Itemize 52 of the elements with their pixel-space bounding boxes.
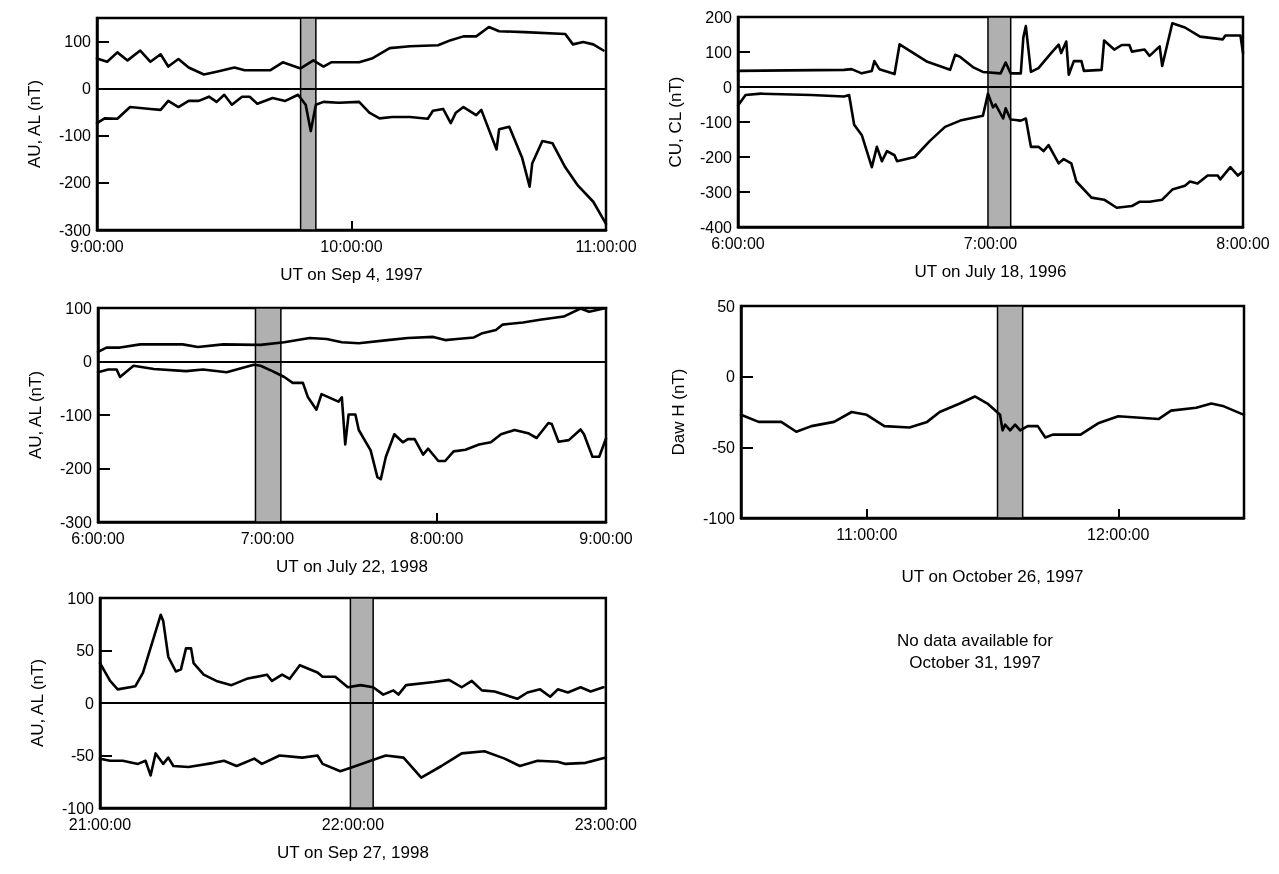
- y-tick-label: -400: [699, 218, 733, 236]
- y-tick-label: -200: [699, 148, 733, 166]
- y-tick-label: -300: [59, 513, 93, 531]
- y-tick-label: 0: [82, 80, 92, 98]
- x-tick-label: 8:00:00: [1216, 234, 1270, 252]
- y-tick-label: 0: [723, 78, 733, 96]
- y-axis-title: CU, CL (nT): [666, 76, 685, 168]
- x-tick-label: 10:00:00: [320, 237, 383, 255]
- x-axis-title: UT on Sep 27, 1998: [277, 843, 429, 862]
- x-tick-label: 21:00:00: [68, 815, 132, 833]
- y-tick-label: 0: [85, 694, 95, 712]
- x-axis-title: UT on October 26, 1997: [901, 567, 1084, 586]
- y-tick-label: -100: [58, 127, 92, 145]
- y-axis-title: AU, AL (nT): [28, 658, 47, 748]
- x-axis-title: UT on Sep 4, 1997: [280, 265, 423, 284]
- y-tick-label: -200: [58, 174, 92, 192]
- y-tick-label: 100: [67, 589, 95, 607]
- x-tick-label: 23:00:00: [574, 815, 638, 833]
- x-tick-label: 9:00:00: [579, 529, 633, 547]
- x-tick-label: 11:00:00: [836, 525, 898, 543]
- y-tick-label: -100: [59, 406, 93, 424]
- x-tick-label: 9:00:00: [70, 237, 124, 255]
- y-tick-label: 100: [65, 299, 93, 317]
- y-tick-label: -300: [699, 183, 733, 201]
- x-tick-label: 6:00:00: [711, 234, 765, 252]
- y-tick-label: -100: [699, 113, 733, 131]
- y-tick-label: 100: [64, 33, 92, 51]
- y-tick-label: 50: [717, 297, 736, 315]
- x-tick-label: 12:00:00: [1087, 525, 1150, 543]
- y-tick-label: -100: [702, 509, 736, 527]
- text: No data available for October 31, 1997: [896, 630, 1054, 674]
- y-axis-title: AU, AL (nT): [25, 79, 44, 169]
- y-tick-label: -50: [70, 747, 95, 764]
- y-tick-label: -300: [58, 221, 92, 239]
- y-tick-label: -200: [59, 460, 93, 477]
- x-tick-label: 7:00:00: [240, 529, 295, 547]
- x-tick-label: 6:00:00: [71, 529, 125, 547]
- x-axis-title: UT on July 18, 1996: [914, 262, 1067, 281]
- y-tick-label: 100: [705, 43, 733, 61]
- x-axis-title: UT on July 22, 1998: [276, 557, 428, 576]
- x-tick-label: 7:00:00: [963, 234, 1018, 252]
- y-tick-label: -50: [711, 438, 736, 456]
- x-tick-label: 8:00:00: [409, 529, 464, 547]
- y-axis-title: Daw H (nT): [669, 368, 688, 456]
- y-tick-label: 50: [76, 642, 95, 659]
- y-tick-label: 200: [705, 8, 733, 26]
- x-tick-label: 22:00:00: [321, 815, 385, 833]
- x-tick-label: 11:00:00: [575, 237, 637, 255]
- y-tick-label: 0: [83, 353, 93, 370]
- y-tick-label: 0: [726, 368, 736, 386]
- y-tick-label: -100: [61, 799, 95, 817]
- y-axis-title: AU, AL (nT): [26, 370, 45, 460]
